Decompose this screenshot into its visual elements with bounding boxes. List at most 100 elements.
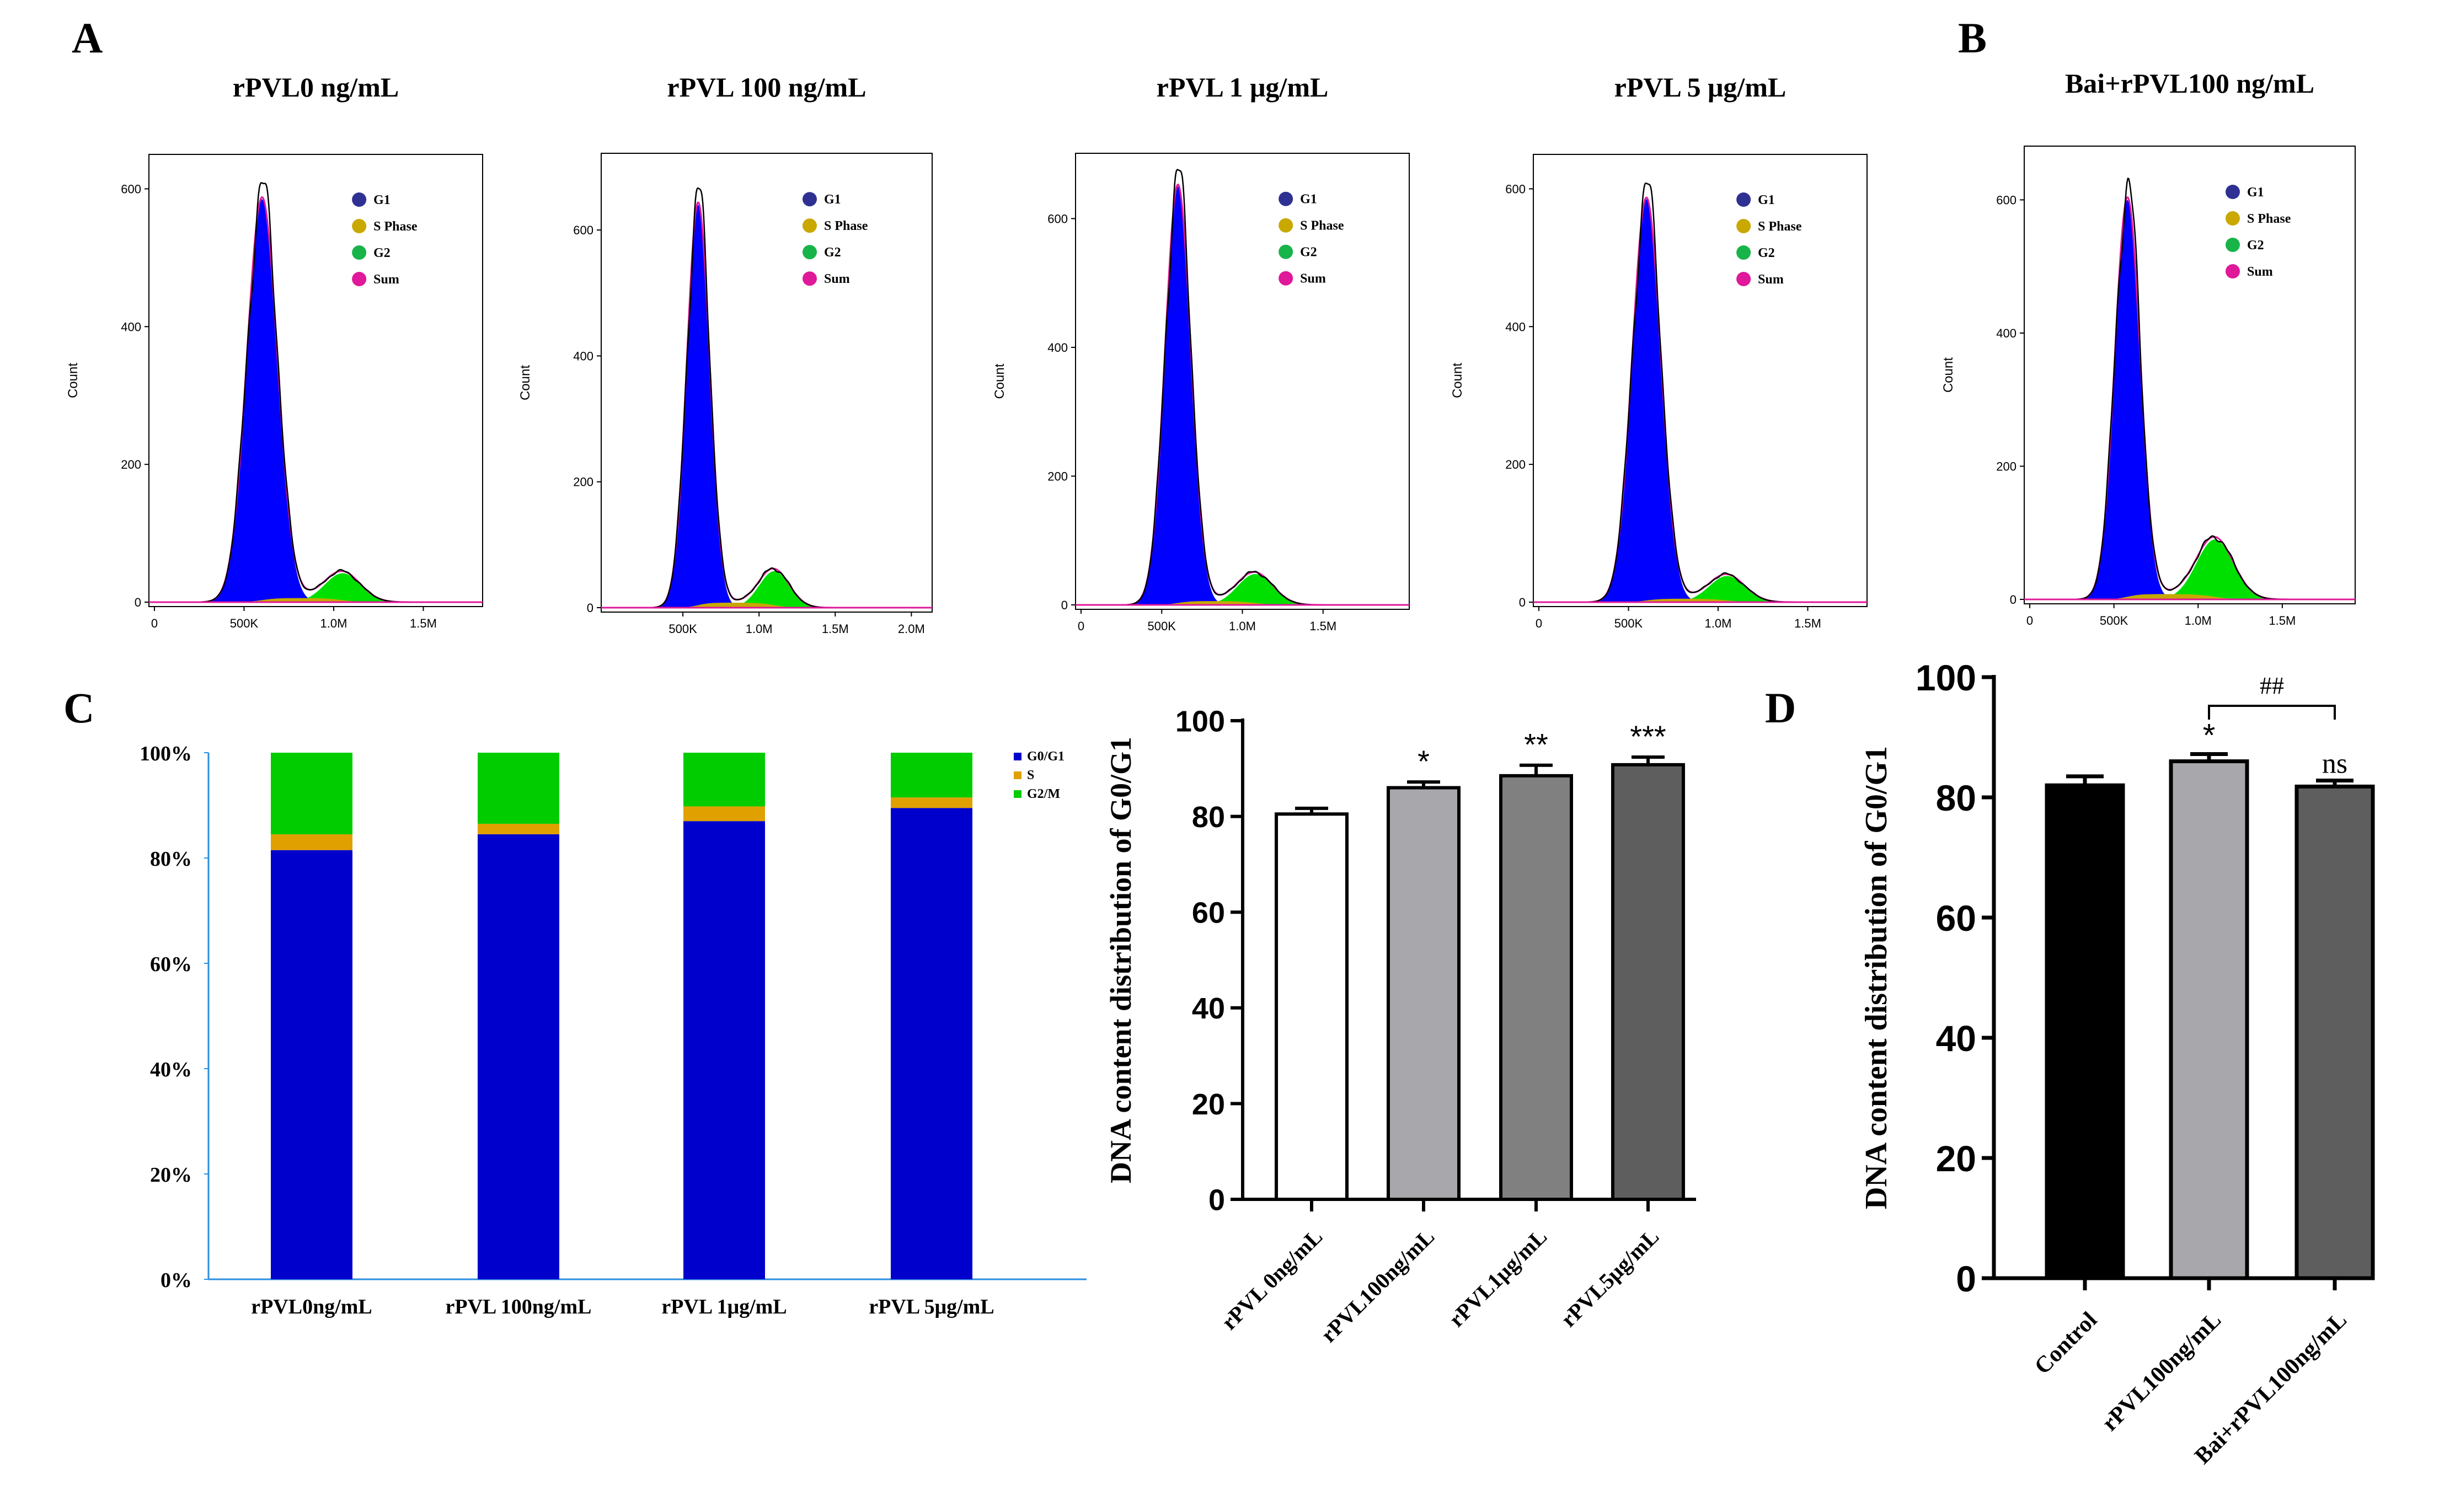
legend-s-phase-label: S Phase: [1300, 219, 1344, 233]
y-tick-label: 0: [1956, 1258, 1976, 1299]
y-tick-label: 80: [1936, 778, 1976, 818]
bar: [1611, 763, 1685, 1201]
x-tick-label: rPVL 1μg/mL: [661, 1295, 787, 1318]
x-tick-label: rPVL100ng/mL: [1316, 1224, 1440, 1348]
histogram-title: Bai+rPVL100 ng/mL: [2065, 68, 2314, 99]
y-tick-label: 0%: [161, 1269, 192, 1292]
x-tick-label: 500K: [1148, 619, 1176, 633]
legend-sum-marker: [1279, 271, 1293, 286]
y-tick-label: 80: [1192, 801, 1225, 834]
g2-area: [2077, 539, 2340, 599]
legend-swatch: [1014, 771, 1021, 779]
x-tick-label: rPVL 0ng/mL: [1217, 1224, 1328, 1335]
y-tick-label: 100%: [140, 742, 192, 765]
legend-sum-label: Sum: [824, 272, 850, 286]
x-tick-label: 1.5M: [1309, 619, 1336, 633]
significance-label: *: [1418, 744, 1430, 779]
bar: [2169, 759, 2249, 1280]
legend-g1-marker: [1736, 192, 1751, 207]
legend-g1-marker: [803, 192, 817, 207]
y-tick-label: 40: [1192, 992, 1225, 1025]
histogram-title: rPVL 5 μg/mL: [1614, 72, 1787, 103]
y-tick-label: 80%: [150, 848, 192, 871]
s-phase-area: [1589, 598, 1852, 602]
y-axis-label: Count: [1450, 363, 1465, 398]
y-axis-label: Count: [1941, 357, 1956, 393]
legend-g2-label: G2: [2247, 238, 2264, 253]
y-tick-label: 40%: [150, 1058, 192, 1081]
legend-label: G2/M: [1027, 787, 1060, 801]
legend-g2-marker: [803, 245, 817, 260]
x-tick-label: 1.0M: [320, 616, 347, 630]
y-tick-label: 600: [1047, 212, 1068, 226]
x-tick-label: 500K: [2100, 614, 2128, 628]
histogram-panel: rPVL 1 μg/mL 0 200 400 600 Count 0 500K 1.0M 1.5M…: [992, 72, 1410, 633]
bar: [1387, 786, 1461, 1201]
legend-g1-label: G1: [824, 192, 841, 207]
y-tick-label: 0: [1061, 598, 1068, 612]
y-axis-label: DNA content distribution of G0/G1: [1104, 737, 1137, 1183]
x-tick-label: 500K: [1614, 616, 1643, 630]
y-tick-label: 400: [1996, 326, 2017, 340]
y-tick-label: 0: [587, 601, 593, 615]
bar: [2294, 784, 2375, 1280]
legend-s-phase-label: S Phase: [824, 219, 868, 233]
legend-g1-label: G1: [1300, 192, 1317, 207]
y-tick-label: 60: [1936, 898, 1976, 939]
bar: [1275, 812, 1349, 1201]
stack-segment-g0g1: [683, 821, 765, 1279]
stack-segment-s: [478, 823, 559, 835]
legend-g2-label: G2: [1758, 246, 1775, 260]
significance-label: ***: [1630, 719, 1666, 754]
histogram-panel: rPVL0 ng/mL 0 200 400 600 Count 0 500K 1.0M 1.5M G…: [66, 72, 483, 630]
bracket-label: ##: [2260, 672, 2284, 699]
significance-label: **: [1524, 727, 1548, 762]
x-tick-label: 1.5M: [2269, 614, 2296, 628]
x-tick-label: rPVL5μg/mL: [1556, 1224, 1664, 1332]
y-tick-label: 0: [2010, 593, 2017, 607]
g1-area: [2077, 200, 2340, 599]
legend-g2-label: G2: [824, 245, 841, 260]
stack-segment-g0g1: [478, 834, 559, 1279]
y-tick-label: 60: [1192, 897, 1225, 930]
legend-s-phase-marker: [352, 219, 367, 233]
g2-area: [652, 571, 917, 608]
g2-area: [1589, 576, 1852, 602]
x-tick-label: rPVL 5μg/mL: [869, 1295, 994, 1318]
legend-g2-marker: [1279, 244, 1293, 259]
x-tick-label: 0: [1536, 616, 1542, 630]
s-phase-area: [652, 602, 917, 608]
legend-sum-marker: [803, 271, 817, 286]
legend-g1-label: G1: [373, 193, 391, 207]
y-tick-label: 600: [1996, 193, 2017, 207]
x-tick-label: Control: [2030, 1307, 2102, 1380]
legend-sum-marker: [2226, 264, 2240, 278]
y-tick-label: 400: [121, 320, 141, 334]
y-tick-label: 600: [1505, 182, 1526, 196]
legend-g2-marker: [352, 245, 367, 260]
legend-sum-marker: [1736, 272, 1751, 286]
y-tick-label: 200: [1505, 458, 1526, 471]
legend-s-phase-label: S Phase: [373, 219, 418, 234]
s-phase-area: [2077, 594, 2340, 599]
legend-s-phase-label: S Phase: [2247, 212, 2291, 226]
x-tick-label: 0: [1078, 619, 1084, 633]
g1-area: [201, 199, 468, 602]
legend-label: G0/G1: [1027, 749, 1065, 764]
stack-segment-g2m: [478, 753, 559, 824]
legend-g1-label: G1: [2247, 185, 2264, 200]
y-axis-label: Count: [992, 363, 1007, 399]
comparison-bracket: [2208, 705, 2336, 720]
x-tick-label: rPVL100ng/mL: [2097, 1307, 2226, 1436]
legend-s-phase-marker: [1736, 219, 1751, 233]
x-tick-label: 1.0M: [746, 622, 773, 636]
y-tick-label: 200: [121, 458, 141, 471]
legend-s-phase-label: S Phase: [1758, 219, 1802, 234]
panel-letter-b: B: [1958, 14, 1987, 62]
x-tick-label: 1.5M: [1794, 616, 1821, 630]
g1-area: [652, 205, 917, 608]
y-tick-label: 400: [1505, 320, 1526, 334]
plot-frame: [148, 154, 483, 607]
histogram-panel: rPVL 100 ng/mL 0 200 400 600 Count 500K 1.0M 1.5…: [518, 72, 933, 636]
stack-segment-g2m: [683, 753, 765, 807]
